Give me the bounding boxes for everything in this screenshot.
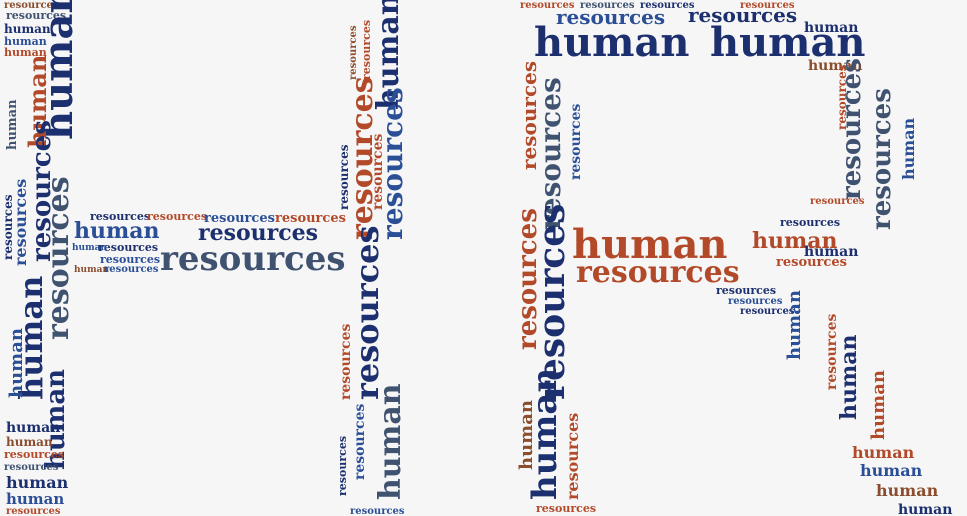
word-resources: resources: [520, 0, 575, 11]
word-resources: resources: [576, 255, 740, 290]
word-resources: resources: [835, 64, 849, 130]
word-resources: resources: [1, 194, 15, 260]
word-human: human: [35, 0, 82, 140]
word-resources: resources: [360, 20, 373, 80]
word-resources: resources: [716, 284, 776, 297]
word-human: human: [868, 370, 889, 440]
word-resources: resources: [4, 448, 64, 461]
word-resources: resources: [198, 220, 318, 246]
word-human: human: [74, 265, 109, 275]
word-human: human: [534, 19, 690, 66]
word-resources: resources: [6, 506, 61, 516]
word-human: human: [6, 490, 64, 508]
word-human: human: [12, 276, 50, 400]
word-resources: resources: [27, 120, 57, 262]
word-resources: resources: [580, 0, 635, 11]
word-resources: resources: [41, 176, 76, 340]
word-resources: resources: [345, 76, 380, 240]
word-resources: resources: [556, 5, 665, 29]
word-resources: resources: [11, 179, 30, 266]
letter-r-top: resources resources resources resources …: [520, 0, 866, 74]
word-human: human: [860, 461, 923, 480]
word-human: human: [41, 369, 71, 470]
word-human: human: [6, 473, 69, 492]
word-resources: resources: [513, 208, 543, 350]
word-resources: resources: [98, 241, 158, 254]
word-human: human: [752, 228, 838, 254]
letter-r-middle: human resources human human resources: [572, 221, 858, 290]
word-human: human: [572, 221, 728, 268]
word-human: human: [74, 218, 160, 244]
word-resources: resources: [563, 413, 582, 500]
word-resources: resources: [275, 211, 346, 226]
word-human: human: [784, 290, 805, 360]
word-resources: resources: [517, 61, 541, 170]
word-human: human: [371, 0, 406, 110]
word-resources: resources: [837, 58, 867, 200]
word-human: human: [899, 117, 918, 180]
word-human: human: [898, 502, 952, 516]
word-resources: resources: [4, 0, 59, 11]
word-human: human: [4, 22, 51, 36]
word-resources: resources: [336, 436, 349, 496]
word-resources: resources: [776, 255, 847, 270]
word-resources: resources: [536, 502, 596, 515]
word-resources: resources: [688, 3, 797, 27]
word-resources: resources: [824, 314, 840, 390]
word-human: human: [804, 20, 858, 36]
word-resources: resources: [147, 210, 207, 223]
word-human: human: [804, 244, 858, 260]
word-resources: resources: [350, 506, 405, 516]
word-human: human: [876, 481, 939, 500]
word-human: human: [4, 46, 47, 59]
word-resources: resources: [4, 462, 59, 473]
word-human: human: [852, 443, 915, 462]
word-resources: resources: [740, 306, 795, 317]
word-resources: resources: [104, 264, 159, 275]
letter-r-leg: resources resources resources human reso…: [716, 284, 952, 516]
letter-h-right-stem: human resources resources resources reso…: [336, 0, 409, 516]
word-human: human: [373, 383, 408, 500]
word-resources: resources: [728, 296, 783, 307]
word-resources: resources: [376, 87, 409, 240]
word-resources: resources: [337, 144, 351, 210]
word-resources: resources: [348, 225, 386, 400]
word-resources: resources: [810, 196, 865, 207]
word-human: human: [836, 334, 862, 420]
word-resources: resources: [534, 77, 567, 230]
letter-h-left-stem: resources resources human human human hu…: [1, 0, 82, 516]
word-resources: resources: [348, 25, 359, 80]
letter-r-stem: resources resources resources resources …: [513, 61, 596, 515]
word-human: human: [6, 420, 60, 436]
word-human: human: [808, 58, 862, 74]
word-human: human: [5, 99, 20, 150]
letter-r-bowl: resources resources human resources reso…: [780, 58, 918, 230]
word-resources: resources: [100, 253, 160, 266]
word-human: human: [710, 19, 866, 66]
word-resources: resources: [352, 404, 368, 480]
word-resources: resources: [370, 134, 386, 210]
word-human: human: [4, 35, 47, 48]
word-resources: resources: [90, 210, 150, 223]
word-resources: resources: [160, 239, 345, 279]
word-resources: resources: [531, 204, 573, 400]
word-human: human: [72, 243, 107, 253]
word-human: human: [6, 435, 53, 449]
word-resources: resources: [568, 104, 584, 180]
word-resources: resources: [640, 0, 695, 11]
word-human: human: [525, 368, 565, 500]
word-human: human: [516, 400, 537, 470]
word-resources: resources: [867, 88, 897, 230]
word-resources: resources: [338, 324, 354, 400]
word-resources: resources: [740, 0, 795, 11]
word-resources: resources: [204, 211, 275, 226]
word-resources: resources: [780, 216, 840, 229]
word-human: human: [23, 55, 52, 148]
letter-h-crossbar: resources resources resources resources …: [72, 210, 346, 279]
word-human: human: [6, 328, 27, 398]
word-resources: resources: [6, 9, 66, 22]
